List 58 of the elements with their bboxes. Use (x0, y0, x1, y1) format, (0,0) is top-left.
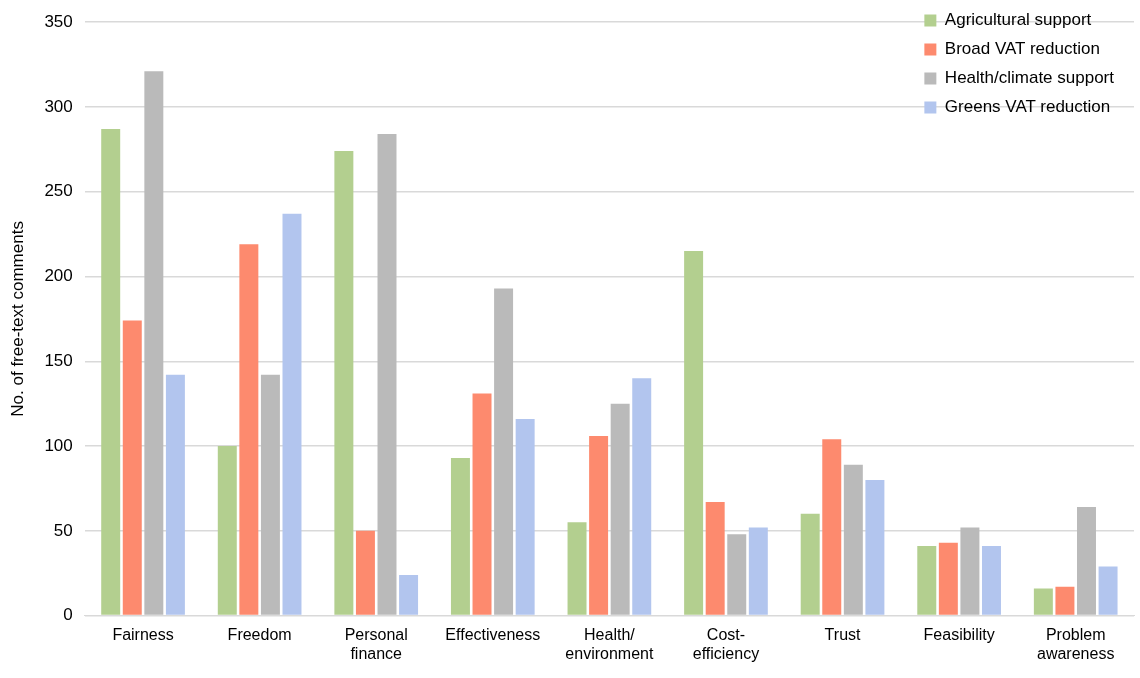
bar (843, 464, 863, 615)
bar (1055, 586, 1075, 615)
bar (917, 546, 937, 615)
legend-label: Broad VAT reduction (944, 39, 1100, 59)
bar (938, 542, 958, 615)
x-tick-label: Fairness (112, 625, 174, 643)
bar (239, 244, 259, 615)
bar (494, 288, 514, 615)
bar (822, 439, 842, 615)
x-tick-label: Effectiveness (445, 625, 541, 643)
y-tick-label: 350 (44, 11, 73, 31)
legend-label: Health/climate support (944, 68, 1115, 88)
bar (377, 134, 397, 615)
bar (334, 151, 354, 615)
y-tick-label: 150 (44, 350, 73, 370)
bar (960, 527, 980, 615)
bar (632, 378, 652, 615)
y-tick-label: 200 (44, 266, 73, 286)
x-tick-label: Problem awareness (1037, 625, 1115, 662)
y-axis-title: No. of free-text comments (7, 221, 27, 417)
bar (981, 546, 1001, 615)
bar (101, 129, 121, 615)
bar (589, 435, 609, 615)
bar (1077, 507, 1096, 615)
bar (515, 418, 535, 615)
bar (727, 534, 747, 615)
x-tick-label: Freedom (227, 625, 292, 643)
bar (800, 513, 820, 615)
bar (684, 251, 704, 615)
bar (1098, 566, 1118, 615)
bar (705, 502, 725, 615)
bar (748, 527, 768, 615)
y-tick-label: 50 (53, 520, 73, 540)
bar (165, 374, 185, 615)
bar (1033, 588, 1053, 615)
bar (282, 213, 302, 615)
bar (144, 71, 164, 615)
y-tick-label: 100 (44, 435, 73, 455)
bar (399, 574, 419, 615)
legend-label: Agricultural support (944, 10, 1092, 30)
bar (567, 522, 587, 615)
y-tick-label: 250 (44, 181, 73, 201)
x-tick-label: Health/environment (565, 625, 654, 662)
x-tick-label: Feasibility (923, 625, 995, 643)
x-tick-label: Personal finance (344, 625, 408, 662)
bar (472, 393, 492, 615)
bar (450, 457, 470, 615)
x-tick-label: Trust (824, 625, 862, 643)
y-tick-label: 300 (44, 96, 73, 116)
bar (610, 403, 630, 615)
bar (355, 530, 375, 615)
bar (217, 446, 237, 615)
legend-label: Greens VAT reduction (944, 97, 1111, 117)
bar (260, 374, 280, 615)
y-tick-label: 0 (63, 605, 73, 625)
x-tick-label: Cost-efficiency (692, 625, 760, 662)
bar (865, 479, 885, 615)
bar (122, 320, 142, 615)
